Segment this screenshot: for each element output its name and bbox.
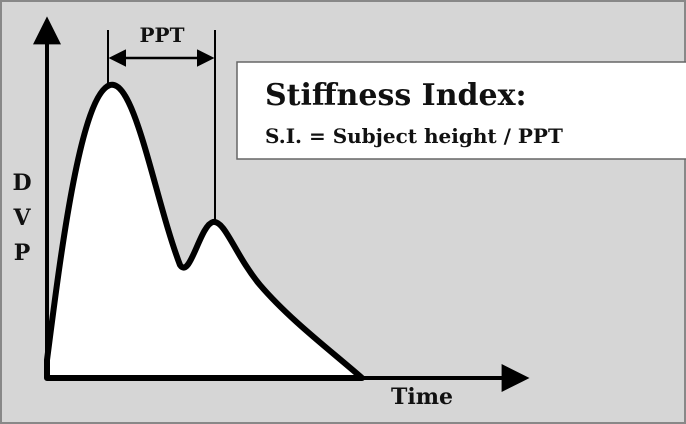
title: Stiffness Index: <box>265 78 527 113</box>
y-axis-letter: P <box>14 240 31 266</box>
x-axis-label: Time <box>391 384 453 410</box>
y-axis-letter: V <box>12 205 31 231</box>
ppt-label: PPT <box>140 23 185 47</box>
y-axis-letter: D <box>12 170 31 196</box>
formula: S.I. = Subject height / PPT <box>265 124 563 148</box>
info-box <box>236 61 686 160</box>
pulse-curve <box>44 81 365 381</box>
